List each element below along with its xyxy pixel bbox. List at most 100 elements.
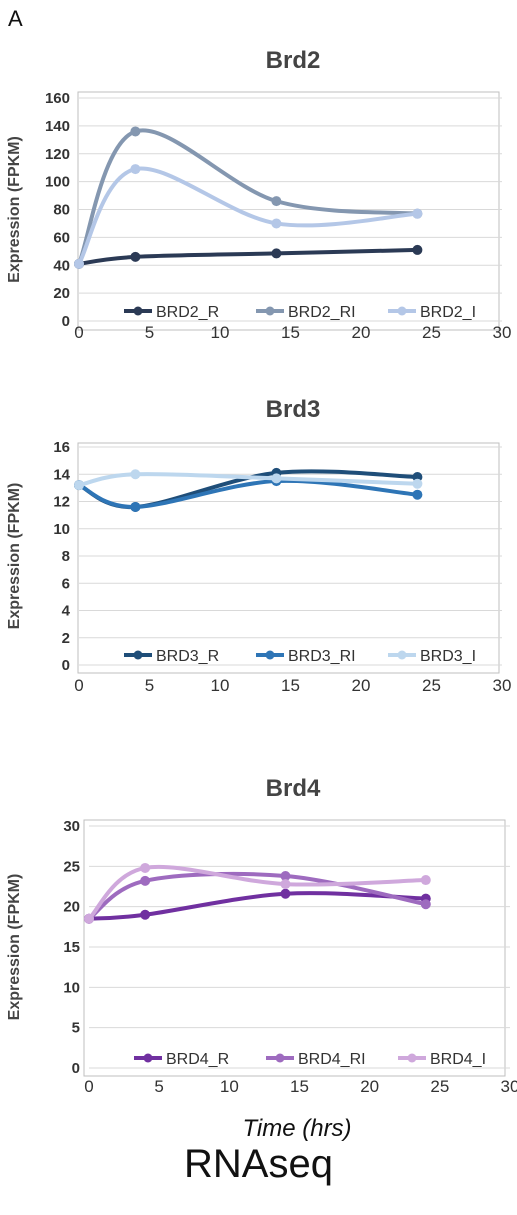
chart-brd3: Brd3 0 2 4 6 8 10 12 14 16 0 5 10 15 20 25 30 Expression …: [6, 396, 512, 695]
brd2-y-axis-label: Expression (FPKM): [6, 136, 23, 283]
brd4_i-legend-marker: [407, 1053, 417, 1063]
brd3_i-legend-marker: [397, 650, 407, 660]
brd2-y-tick-label: 0: [62, 313, 70, 330]
brd2-y-tick-label: 60: [53, 229, 70, 246]
brd3_i-point: [130, 469, 141, 480]
brd2_i-point: [271, 218, 282, 229]
brd4_i-point: [280, 879, 291, 890]
brd4-x-tick-label: 15: [290, 1077, 309, 1096]
brd4-x-axis-label: Time (hrs): [242, 1115, 351, 1142]
brd2-y-tick-label: 80: [53, 202, 70, 219]
brd2_i-legend-label: BRD2_I: [420, 304, 476, 321]
brd4-y-tick-label: 0: [72, 1060, 80, 1077]
brd2_ri-line: [77, 128, 420, 266]
brd2-x-tick-label: 25: [422, 323, 441, 340]
brd2_ri-point: [130, 126, 141, 137]
brd2-y-tick-label: 20: [53, 285, 70, 302]
brd2_i-legend-marker: [397, 306, 407, 316]
brd3_ri-legend-marker: [265, 650, 275, 660]
chart-brd4: Brd4 0 5 10 15 20 25 30 0 5 10 15 20 25 30 Expression (…: [6, 775, 517, 1142]
brd4_i-legend-label: BRD4_I: [430, 1051, 486, 1068]
brd3-y-tick-label: 12: [53, 494, 70, 511]
brd2_i-point: [74, 258, 84, 269]
brd4_i-point: [84, 913, 94, 924]
brd3-x-tick-label: 25: [422, 676, 441, 695]
brd2_i-point: [130, 164, 141, 175]
brd2-y-tick-label: 100: [45, 174, 70, 191]
chart-brd2: Brd2 0 20 40 60 80 100 120 140 160 0 5 10 15 20 25 30 Exp…: [6, 47, 512, 340]
brd4-x-tick-label: 20: [360, 1077, 379, 1096]
brd4_r-point: [280, 888, 291, 899]
brd3-y-tick-label: 4: [62, 603, 71, 620]
brd4-y-tick-label: 10: [63, 979, 80, 996]
brd3_i-point: [271, 473, 282, 484]
brd2_r-legend-marker: [133, 306, 143, 316]
brd4-plot-area: [83, 819, 506, 1077]
brd2_i-line: [77, 166, 420, 266]
brd4_ri-line: [87, 871, 428, 921]
brd2-title: Brd2: [266, 47, 321, 74]
brd3_ri-legend-label: BRD3_RI: [288, 648, 356, 665]
brd2-y-tick-label: 160: [45, 90, 70, 107]
brd2-x-tick-label: 5: [145, 323, 154, 340]
brd2-x-tick-label: 10: [211, 323, 230, 340]
brd3_i-point: [412, 478, 423, 489]
brd3_ri-line: [77, 478, 420, 509]
brd4-x-tick-label: 5: [154, 1077, 163, 1096]
brd2_r-point: [271, 248, 282, 259]
brd4_i-point: [420, 875, 431, 886]
brd4_i-line: [87, 864, 428, 921]
brd3-y-tick-label: 8: [62, 548, 70, 565]
brd3_r-legend-marker: [133, 650, 143, 660]
brd3_ri-point: [412, 489, 423, 500]
brd3-title: Brd3: [266, 396, 321, 423]
brd3_i-legend-label: BRD3_I: [420, 648, 476, 665]
brd2_ri-legend-marker: [265, 306, 275, 316]
brd3-y-tick-label: 0: [62, 657, 70, 674]
brd3-x-tick-label: 15: [281, 676, 300, 695]
brd4-x-tick-label: 30: [501, 1077, 517, 1096]
brd4_ri-point: [420, 899, 431, 910]
panel-letter: A: [8, 6, 23, 31]
brd3_r-legend-label: BRD3_R: [156, 648, 219, 665]
brd3-y-tick-label: 6: [62, 575, 70, 592]
brd2-plot-area: [77, 91, 500, 331]
brd2_r-point: [130, 251, 141, 262]
brd2-x-tick-label: 30: [493, 323, 512, 340]
brd3-x-tick-label: 30: [493, 676, 512, 695]
brd4-y-tick-label: 25: [63, 858, 80, 875]
brd2_ri-point: [271, 196, 282, 207]
brd2_r-legend-label: BRD2_R: [156, 304, 219, 321]
brd4_r-legend-marker: [143, 1053, 153, 1063]
brd4-title: Brd4: [266, 775, 321, 802]
brd3-x-tick-label: 20: [352, 676, 371, 695]
brd2_r-line: [77, 247, 420, 266]
brd4_ri-point: [140, 875, 151, 886]
brd2-x-tick-label: 15: [281, 323, 300, 340]
brd4-y-tick-label: 15: [63, 939, 80, 956]
brd3-x-tick-label: 10: [211, 676, 230, 695]
brd2_i-point: [412, 208, 423, 219]
brd3_ri-point: [130, 501, 141, 512]
brd2_ri-legend-label: BRD2_RI: [288, 304, 356, 321]
brd2-y-tick-label: 120: [45, 146, 70, 163]
brd3_i-line: [77, 472, 420, 488]
brd2_r-point: [412, 244, 423, 255]
brd2-y-tick-label: 40: [53, 257, 70, 274]
brd4_r-line: [87, 891, 428, 921]
brd3-y-tick-label: 10: [53, 521, 70, 538]
brd4-y-tick-label: 20: [63, 899, 80, 916]
brd2-y-tick-label: 140: [45, 118, 70, 135]
brd3-y-tick-label: 14: [53, 466, 70, 483]
brd3-plot-area: [77, 442, 500, 674]
brd4-y-tick-label: 5: [72, 1020, 80, 1037]
brd3-y-axis-label: Expression (FPKM): [6, 483, 23, 630]
brd3_i-point: [74, 480, 84, 491]
brd3-y-tick-label: 16: [53, 439, 70, 456]
brd2-x-tick-label: 0: [74, 323, 83, 340]
brd3-y-tick-label: 2: [62, 630, 70, 647]
footer-caption: RNAseq: [184, 1142, 333, 1186]
brd4_ri-point: [280, 871, 291, 882]
brd2-x-tick-label: 20: [352, 323, 371, 340]
brd4_ri-legend-marker: [275, 1053, 285, 1063]
